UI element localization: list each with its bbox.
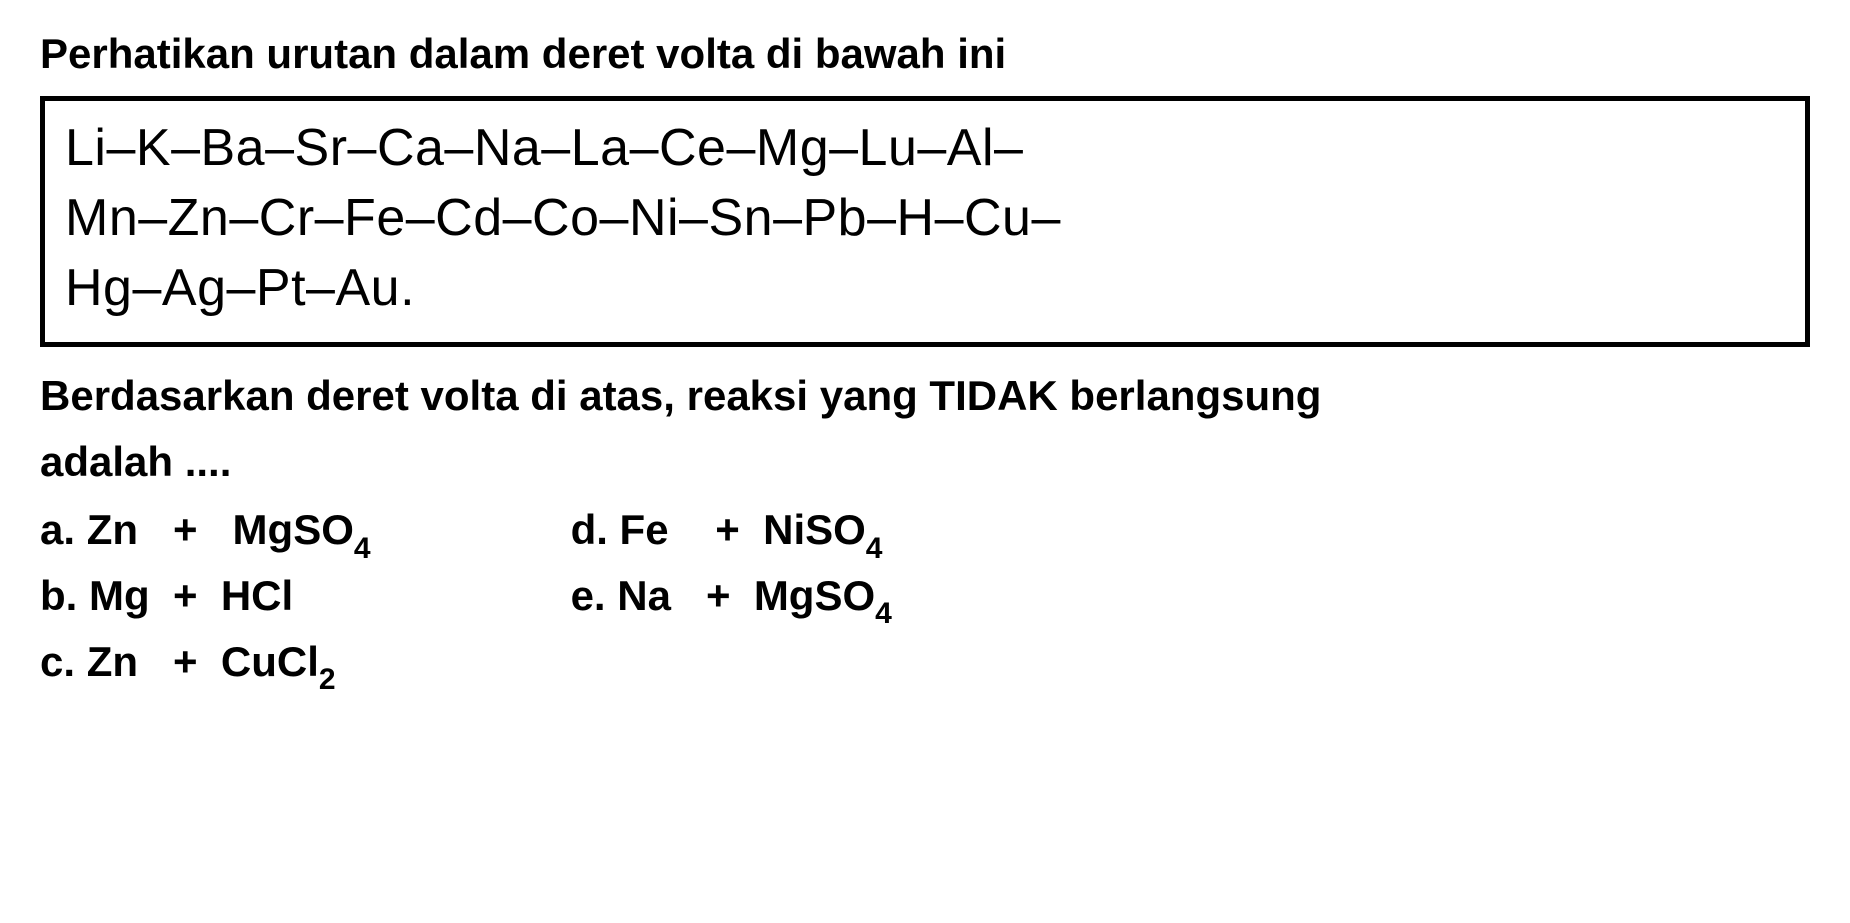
option-c-text: c. Zn + CuCl xyxy=(40,638,319,685)
volta-series-box: Li–K–Ba–Sr–Ca–Na–La–Ce–Mg–Lu–Al– Mn–Zn–C… xyxy=(40,96,1810,347)
options-right-column: d. Fe + NiSO4 e. Na + MgSO4 xyxy=(571,500,892,698)
option-e-subscript: 4 xyxy=(875,597,892,630)
option-b-text: b. Mg + HCl xyxy=(40,572,293,619)
option-d: d. Fe + NiSO4 xyxy=(571,500,892,566)
option-a: a. Zn + MgSO4 xyxy=(40,500,371,566)
option-e-text: e. Na + MgSO xyxy=(571,572,876,619)
question-intro: Perhatikan urutan dalam deret volta di b… xyxy=(40,30,1810,78)
options-container: a. Zn + MgSO4 b. Mg + HCl c. Zn + CuCl2 … xyxy=(40,500,1810,698)
question-line-2: adalah .... xyxy=(40,433,1810,492)
volta-line-3: Hg–Ag–Pt–Au. xyxy=(65,253,1785,323)
option-a-text: a. Zn + MgSO xyxy=(40,506,354,553)
option-d-subscript: 4 xyxy=(866,532,883,565)
option-a-subscript: 4 xyxy=(354,532,371,565)
option-d-text: d. Fe + NiSO xyxy=(571,506,866,553)
option-b: b. Mg + HCl xyxy=(40,566,371,632)
volta-line-2: Mn–Zn–Cr–Fe–Cd–Co–Ni–Sn–Pb–H–Cu– xyxy=(65,183,1785,253)
volta-line-1: Li–K–Ba–Sr–Ca–Na–La–Ce–Mg–Lu–Al– xyxy=(65,113,1785,183)
option-c: c. Zn + CuCl2 xyxy=(40,632,371,698)
option-e: e. Na + MgSO4 xyxy=(571,566,892,632)
option-c-subscript: 2 xyxy=(319,663,336,696)
options-left-column: a. Zn + MgSO4 b. Mg + HCl c. Zn + CuCl2 xyxy=(40,500,371,698)
question-line-1: Berdasarkan deret volta di atas, reaksi … xyxy=(40,367,1810,426)
